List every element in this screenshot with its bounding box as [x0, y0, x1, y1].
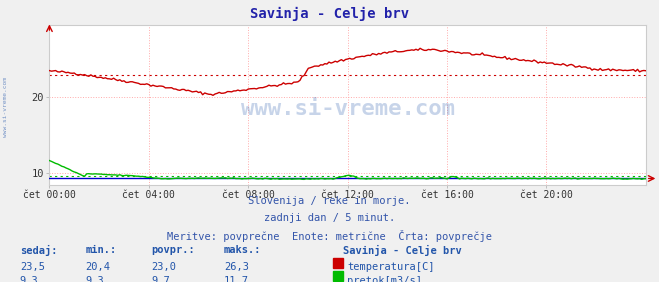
Text: 9,3: 9,3 [20, 276, 38, 282]
Text: sedaj:: sedaj: [20, 245, 57, 256]
Text: temperatura[C]: temperatura[C] [347, 262, 435, 272]
Text: 11,7: 11,7 [224, 276, 249, 282]
Text: 9,7: 9,7 [152, 276, 170, 282]
Text: zadnji dan / 5 minut.: zadnji dan / 5 minut. [264, 213, 395, 223]
Text: Meritve: povprečne  Enote: metrične  Črta: povprečje: Meritve: povprečne Enote: metrične Črta:… [167, 230, 492, 242]
Text: 23,0: 23,0 [152, 262, 177, 272]
Text: 9,3: 9,3 [86, 276, 104, 282]
Text: maks.:: maks.: [224, 245, 262, 255]
Text: Savinja - Celje brv: Savinja - Celje brv [343, 245, 461, 256]
Text: 20,4: 20,4 [86, 262, 111, 272]
Text: min.:: min.: [86, 245, 117, 255]
Text: Slovenija / reke in morje.: Slovenija / reke in morje. [248, 196, 411, 206]
Text: 23,5: 23,5 [20, 262, 45, 272]
Text: povpr.:: povpr.: [152, 245, 195, 255]
Text: 26,3: 26,3 [224, 262, 249, 272]
Text: www.si-vreme.com: www.si-vreme.com [241, 99, 455, 119]
Text: pretok[m3/s]: pretok[m3/s] [347, 276, 422, 282]
Text: www.si-vreme.com: www.si-vreme.com [3, 77, 8, 137]
Text: Savinja - Celje brv: Savinja - Celje brv [250, 7, 409, 21]
